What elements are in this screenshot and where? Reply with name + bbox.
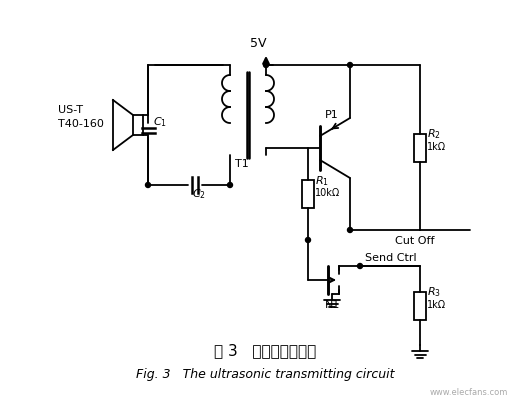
Circle shape xyxy=(305,237,311,243)
Bar xyxy=(414,292,426,320)
Bar xyxy=(133,115,143,135)
Text: $C_2$: $C_2$ xyxy=(192,187,206,201)
Text: Send Ctrl: Send Ctrl xyxy=(365,253,417,263)
Text: N1: N1 xyxy=(325,300,340,310)
Text: $R_2$: $R_2$ xyxy=(427,128,441,141)
Text: $R_1$: $R_1$ xyxy=(315,174,329,188)
Text: www.elecfans.com: www.elecfans.com xyxy=(430,388,508,397)
Bar xyxy=(414,134,426,162)
Text: US-T: US-T xyxy=(58,105,83,115)
Text: 1kΩ: 1kΩ xyxy=(427,142,446,152)
Text: Fig. 3   The ultrasonic transmitting circuit: Fig. 3 The ultrasonic transmitting circu… xyxy=(136,368,394,381)
Circle shape xyxy=(357,263,363,269)
Text: 5V: 5V xyxy=(250,37,267,50)
Text: $R_3$: $R_3$ xyxy=(427,286,441,299)
Circle shape xyxy=(347,227,353,233)
Circle shape xyxy=(227,182,233,188)
Text: P1: P1 xyxy=(325,110,339,120)
Circle shape xyxy=(263,63,269,67)
Circle shape xyxy=(145,182,150,188)
Bar xyxy=(302,180,314,208)
Text: 10kΩ: 10kΩ xyxy=(315,188,340,198)
Text: 图 3   超声波发射电路: 图 3 超声波发射电路 xyxy=(214,343,316,358)
Text: Cut Off: Cut Off xyxy=(395,236,434,246)
Circle shape xyxy=(347,63,353,67)
Text: T1: T1 xyxy=(235,159,249,169)
Text: $C_1$: $C_1$ xyxy=(153,115,167,129)
Text: T40-160: T40-160 xyxy=(58,119,104,129)
Text: 1kΩ: 1kΩ xyxy=(427,300,446,310)
